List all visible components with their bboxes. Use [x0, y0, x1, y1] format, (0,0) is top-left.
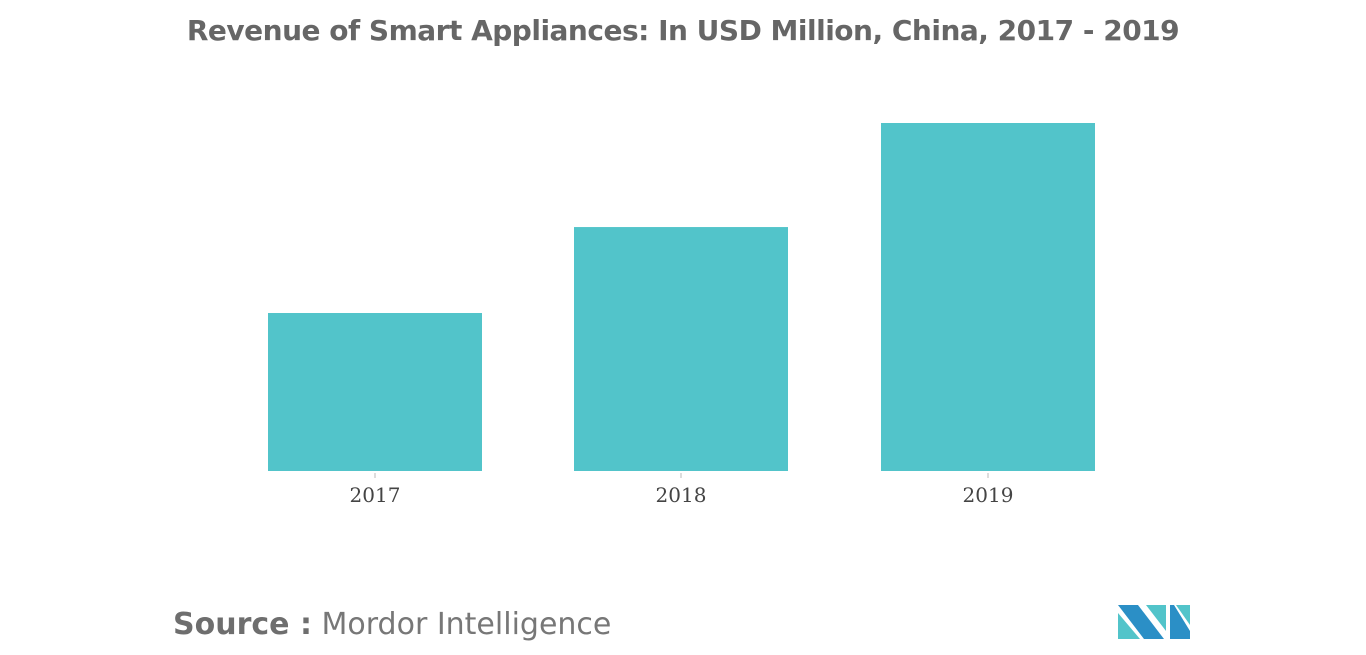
x-tick-label: 2017	[350, 483, 401, 507]
x-tick-label: 2019	[963, 483, 1014, 507]
source-value: Mordor Intelligence	[321, 607, 612, 642]
bar-2017	[268, 313, 482, 471]
chart-title: Revenue of Smart Appliances: In USD Mill…	[186, 14, 1180, 47]
mordor-logo	[1118, 605, 1190, 639]
x-tick-label: 2018	[656, 483, 707, 507]
source-note: Source : Mordor Intelligence	[173, 607, 611, 642]
bar-2019	[881, 123, 1095, 471]
bar-chart: 2017 2018 2019	[268, 123, 1095, 507]
bar-2018	[574, 227, 788, 471]
source-label: Source :	[173, 607, 312, 642]
